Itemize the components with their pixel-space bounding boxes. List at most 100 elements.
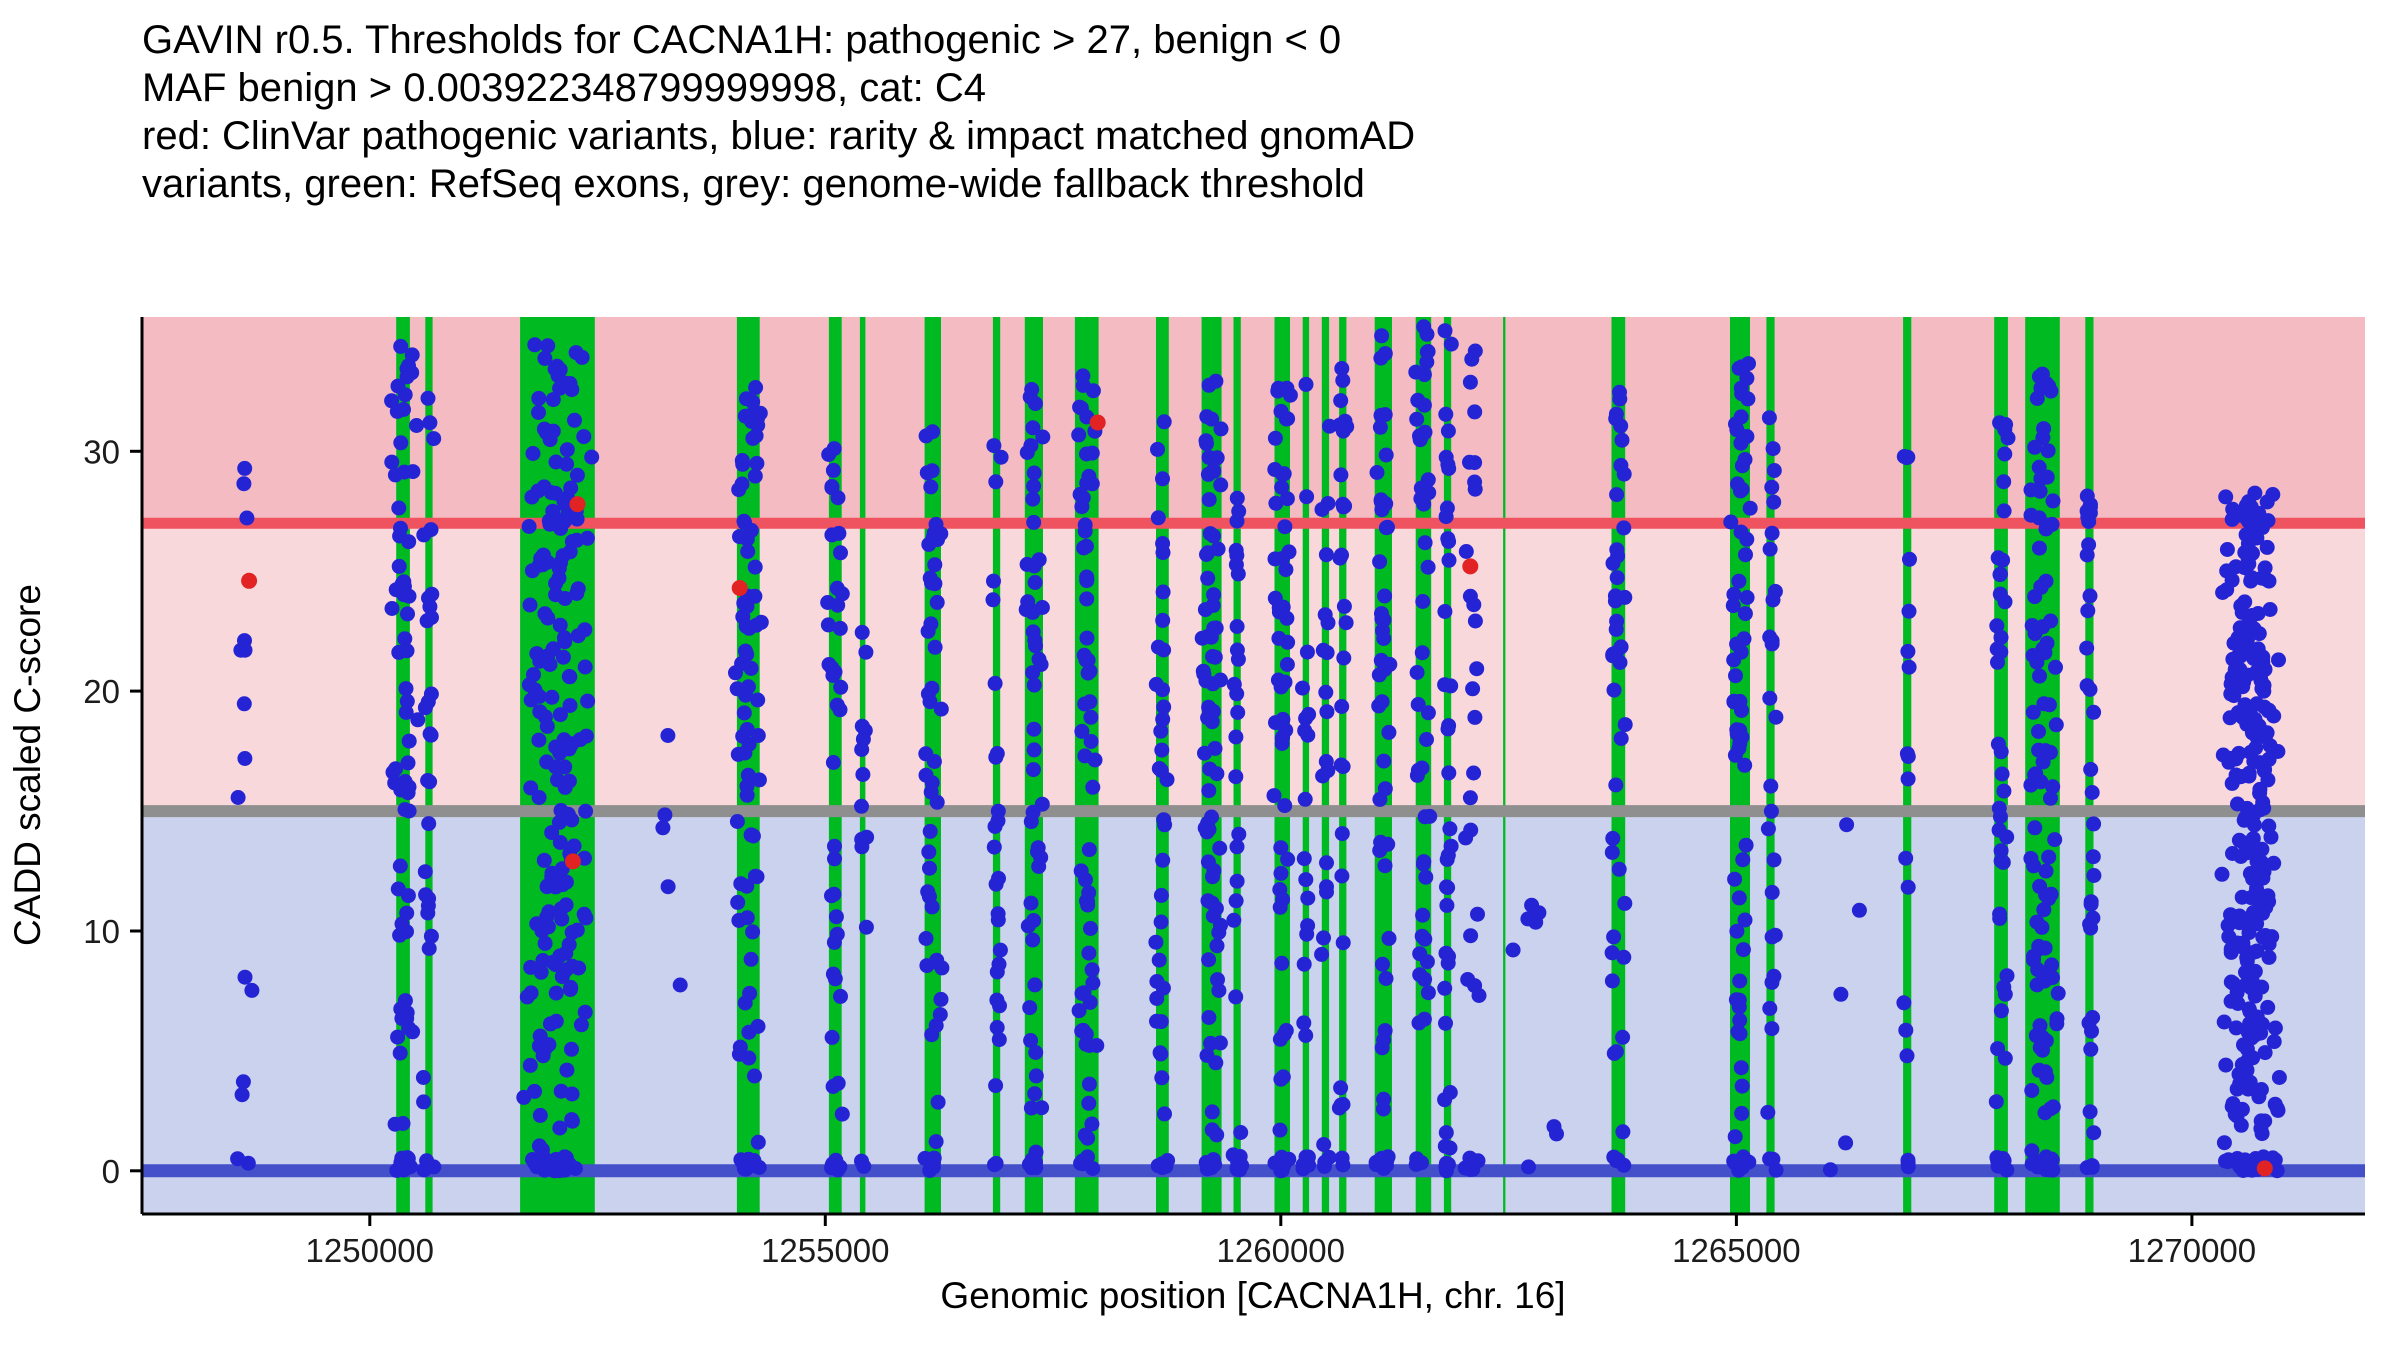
gnomad-variant-point — [1199, 436, 1214, 452]
gnomad-variant-point — [531, 688, 547, 704]
gnomad-variant-point — [397, 387, 413, 403]
gnomad-variant-point — [1201, 783, 1217, 799]
gnomad-variant-point — [399, 693, 415, 709]
gnomad-variant-point — [2045, 779, 2061, 795]
gnomad-variant-point — [991, 1032, 1007, 1048]
gnomad-variant-point — [1281, 544, 1297, 560]
gnomad-variant-point — [1376, 753, 1392, 769]
gnomad-variant-point — [827, 971, 843, 987]
gnomad-variant-point — [858, 919, 874, 935]
gnomad-variant-point — [824, 479, 840, 494]
gnomad-variant-point — [398, 681, 414, 697]
gnomad-variant-point — [1466, 765, 1482, 781]
gnomad-variant-point — [1280, 851, 1296, 867]
gnomad-variant-point — [1273, 1071, 1289, 1087]
gnomad-variant-point — [924, 680, 940, 696]
gnomad-variant-point — [1230, 566, 1246, 582]
gnomad-variant-point — [925, 424, 941, 440]
gnomad-variant-point — [1153, 914, 1169, 930]
x-axis-label: Genomic position [CACNA1H, chr. 16] — [940, 1275, 1565, 1316]
gnomad-variant-point — [2256, 699, 2272, 715]
gnomad-variant-point — [1376, 1091, 1392, 1107]
gnomad-variant-point — [569, 467, 585, 483]
gnomad-variant-point — [730, 894, 746, 910]
gnomad-variant-point — [417, 700, 433, 716]
gnomad-variant-point — [2214, 866, 2230, 882]
gnomad-variant-point — [932, 1007, 948, 1023]
gnomad-variant-point — [544, 689, 560, 705]
gnomad-variant-point — [1335, 1097, 1351, 1112]
gnomad-variant-point — [927, 576, 943, 592]
gnomad-variant-point — [1148, 934, 1164, 950]
gnomad-variant-point — [820, 617, 836, 633]
gnomad-variant-point — [1027, 575, 1043, 590]
gnomad-variant-point — [1025, 624, 1041, 640]
gnomad-variant-point — [1723, 514, 1739, 530]
gnomad-variant-point — [1204, 1104, 1220, 1120]
gnomad-variant-point — [1415, 907, 1431, 923]
gnomad-variant-point — [1505, 942, 1521, 958]
gnomad-variant-point — [1419, 732, 1434, 747]
gnomad-variant-point — [578, 803, 594, 819]
gnomad-variant-point — [1074, 1154, 1090, 1170]
gnomad-variant-point — [2242, 1016, 2258, 1032]
gnomad-variant-point — [986, 839, 1002, 855]
gnomad-variant-point — [1377, 407, 1393, 423]
y-axis-ticks: 0 10 20 30 — [83, 433, 142, 1190]
gnomad-variant-point — [1318, 547, 1334, 563]
gnomad-variant-point — [548, 739, 564, 755]
gnomad-variant-point — [559, 442, 575, 458]
gnomad-variant-point — [735, 609, 751, 625]
gnomad-variant-point — [1727, 871, 1743, 887]
gnomad-variant-point — [1210, 541, 1226, 557]
gnomad-variant-point — [2034, 919, 2050, 935]
gnomad-variant-point — [2266, 1034, 2282, 1050]
gnomad-variant-point — [2254, 1016, 2270, 1032]
gnomad-variant-point — [1084, 962, 1100, 978]
gnomad-variant-point — [2257, 560, 2273, 576]
gnomad-variant-point — [548, 575, 564, 591]
gnomad-variant-point — [1299, 926, 1315, 942]
gnomad-variant-point — [1276, 1026, 1292, 1042]
gnomad-variant-point — [1734, 1078, 1750, 1094]
gnomad-variant-point — [1071, 1003, 1087, 1019]
gnomad-variant-point — [552, 948, 568, 964]
gnomad-variant-point — [2223, 944, 2239, 960]
gnomad-variant-point — [1023, 1033, 1039, 1048]
gnomad-variant-point — [538, 1039, 554, 1055]
gnomad-variant-point — [1377, 858, 1393, 874]
gnomad-variant-point — [1201, 492, 1217, 508]
gnomad-variant-point — [2216, 1135, 2232, 1151]
gnomad-variant-point — [405, 464, 421, 480]
gnomad-variant-point — [1371, 667, 1387, 683]
gnomad-variant-point — [400, 755, 416, 771]
gnomad-variant-point — [1467, 455, 1483, 471]
gnomad-variant-point — [1274, 479, 1290, 495]
gnomad-variant-point — [1999, 829, 2015, 845]
gnomad-variant-point — [2038, 1149, 2054, 1165]
gnomad-variant-point — [1732, 973, 1748, 989]
gnomad-variant-point — [540, 610, 556, 626]
gnomad-variant-point — [2260, 999, 2276, 1015]
gnomad-variant-point — [923, 479, 939, 495]
gnomad-variant-point — [1440, 880, 1456, 896]
gnomad-variant-point — [1209, 766, 1225, 782]
gnomad-variant-point — [824, 1157, 840, 1173]
gnomad-variant-point — [1335, 1157, 1351, 1173]
gnomad-variant-point — [1079, 591, 1095, 607]
gnomad-variant-point — [1074, 723, 1090, 739]
gnomad-variant-point — [1085, 975, 1101, 991]
gnomad-variant-point — [1150, 510, 1166, 526]
gnomad-variant-point — [1604, 973, 1620, 989]
gnomad-variant-point — [1150, 639, 1166, 655]
gnomad-variant-point — [738, 643, 753, 659]
gnomad-variant-point — [993, 449, 1009, 465]
gnomad-variant-point — [1381, 724, 1397, 740]
gnomad-variant-point — [405, 1024, 421, 1040]
gnomad-variant-point — [1738, 837, 1754, 853]
gnomad-variant-point — [2245, 607, 2260, 623]
clinvar-pathogenic-point — [2256, 1160, 2273, 1177]
gnomad-variant-point — [1729, 923, 1745, 939]
gnomad-variant-point — [1233, 1125, 1249, 1140]
gnomad-variant-point — [1274, 955, 1290, 971]
